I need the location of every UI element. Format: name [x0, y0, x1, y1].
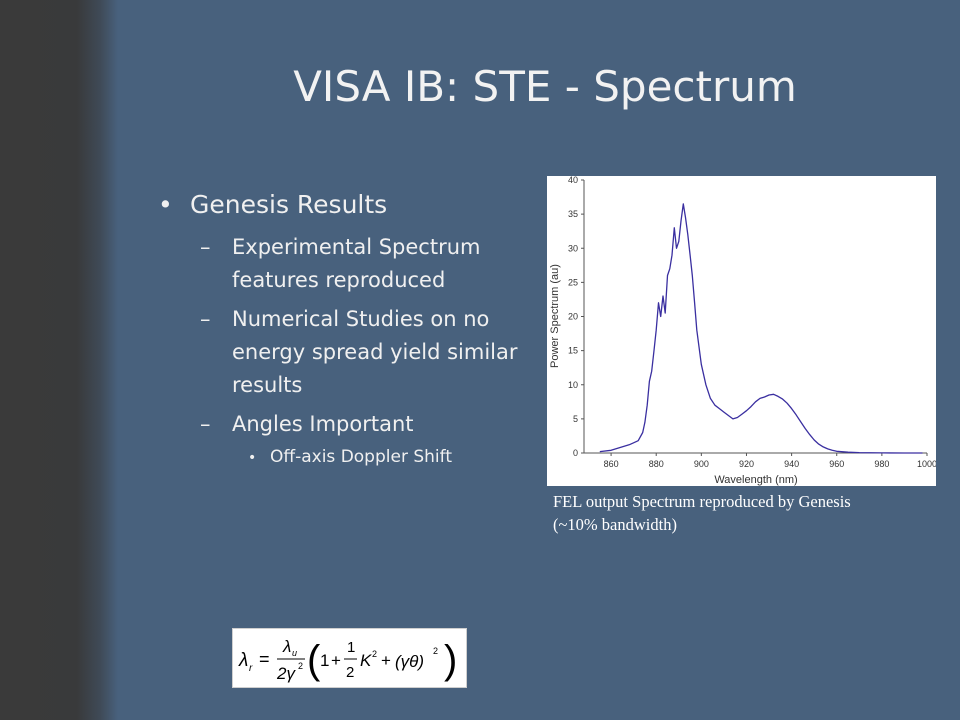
formula-right-paren: )	[444, 638, 457, 682]
x-tick-label: 900	[694, 459, 709, 469]
formula-gamma-theta: (γθ)	[395, 652, 424, 671]
formula-left-paren: (	[307, 638, 321, 682]
formula-den: 2γ	[276, 664, 296, 683]
x-tick-label: 880	[649, 459, 664, 469]
y-tick-label: 10	[568, 380, 578, 390]
sub-bullet-text: Numerical Studies on no energy spread yi…	[232, 307, 518, 397]
chart-axes	[583, 180, 927, 454]
bullet-list: • Genesis Results – Experimental Spectru…	[158, 190, 523, 467]
x-tick-label: 940	[784, 459, 799, 469]
spectrum-series-line	[599, 203, 923, 454]
side-bar-decoration	[0, 0, 118, 720]
bullet-dot: •	[248, 450, 257, 466]
y-tick-label: 25	[568, 277, 578, 287]
formula-equals: =	[259, 649, 270, 669]
formula-k-sup: 2	[372, 649, 377, 659]
x-tick-label: 860	[604, 459, 619, 469]
y-tick-label: 15	[568, 346, 578, 356]
spectrum-chart-image: 0 5 10 15 20 25 30 35 40 860 880 900 920 940 960 980 10…	[547, 175, 937, 486]
x-tick-label: 980	[874, 459, 889, 469]
slide-title: VISA IB: STE - Spectrum	[293, 62, 797, 111]
y-axis-label: Power Spectrum (au)	[549, 264, 561, 368]
x-tick-label: 960	[829, 459, 844, 469]
formula-svg: λ r = λ u 2γ 2 ( 1 + 1 2 K 2 + (γθ) 2 )	[238, 637, 457, 683]
formula-half-den: 2	[346, 664, 354, 681]
bullet-dot: •	[158, 190, 173, 219]
x-axis-label: Wavelength (nm)	[714, 474, 797, 486]
formula-plus-2: +	[381, 651, 391, 670]
bullet-genesis-results: • Genesis Results	[158, 190, 523, 219]
formula-gamma-theta-sup: 2	[433, 646, 438, 656]
sub-bullet-experimental: – Experimental Spectrum features reprodu…	[158, 231, 523, 297]
y-tick-label: 0	[573, 448, 578, 458]
formula-plus-1: +	[331, 651, 341, 670]
formula-num-sub: u	[292, 648, 297, 658]
sub-bullet-dash: –	[200, 235, 211, 259]
sub-bullet-dash: –	[200, 412, 211, 436]
sub-sub-bullet-doppler: • Off-axis Doppler Shift	[158, 447, 523, 467]
y-ticks: 0 5 10 15 20 25 30 35 40	[568, 175, 584, 458]
sub-bullet-numerical: – Numerical Studies on no energy spread …	[158, 303, 523, 402]
sub-bullet-text: Experimental Spectrum features reproduce…	[232, 235, 481, 292]
y-tick-label: 30	[568, 243, 578, 253]
spectrum-chart: 0 5 10 15 20 25 30 35 40 860 880 900 920 940 960 980 10…	[549, 175, 937, 486]
y-tick-label: 35	[568, 209, 578, 219]
sub-bullet-text: Angles Important	[232, 412, 414, 436]
y-tick-label: 20	[568, 312, 578, 322]
x-tick-label: 920	[739, 459, 754, 469]
y-tick-label: 5	[573, 414, 578, 424]
y-tick-label: 40	[568, 176, 578, 185]
x-tick-label: 1000	[917, 459, 936, 469]
sub-bullet-dash: –	[200, 307, 211, 331]
formula-half-num: 1	[347, 639, 355, 656]
sub-sub-bullet-text: Off-axis Doppler Shift	[270, 447, 452, 467]
x-ticks: 860 880 900 920 940 960 980 1000	[604, 453, 937, 469]
doppler-formula: λ r = λ u 2γ 2 ( 1 + 1 2 K 2 + (γθ) 2 )	[232, 628, 467, 688]
formula-lhs: λ	[238, 650, 248, 671]
formula-den-sup: 2	[298, 661, 303, 671]
formula-k: K	[360, 651, 372, 670]
formula-num: λ	[282, 637, 291, 656]
formula-one: 1	[320, 651, 329, 670]
bullet-text: Genesis Results	[190, 190, 388, 219]
chart-caption: FEL output Spectrum reproduced by Genesi…	[553, 492, 851, 534]
sub-bullet-angles: – Angles Important	[158, 408, 523, 441]
formula-lhs-sub: r	[249, 663, 253, 674]
